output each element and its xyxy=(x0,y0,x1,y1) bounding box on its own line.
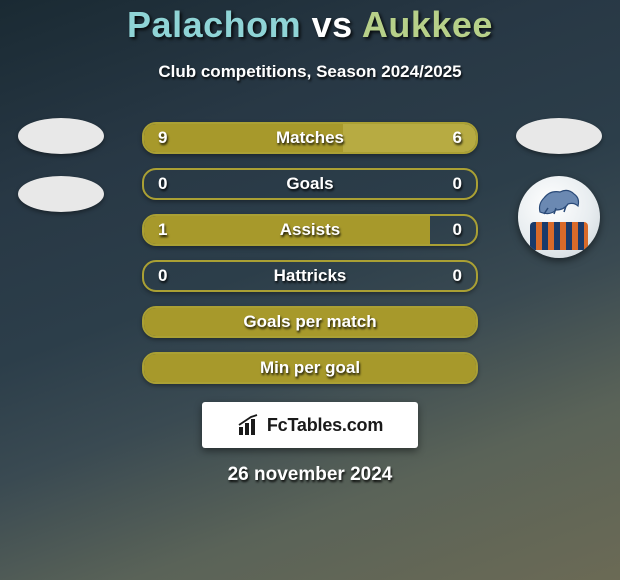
avatars-right-group xyxy=(516,118,602,258)
bar-label: Min per goal xyxy=(144,354,476,382)
subtitle: Club competitions, Season 2024/2025 xyxy=(0,62,620,82)
player-avatar-right xyxy=(516,118,602,154)
club-badge-stripes xyxy=(530,222,588,250)
watermark: FcTables.com xyxy=(202,402,418,448)
bar-label: Goals per match xyxy=(144,308,476,336)
stat-bar-hattricks: Hattricks0 0 xyxy=(142,260,478,292)
stat-bar-matches: Matches9 6 xyxy=(142,122,478,154)
content: Palachom vs Aukkee Club competitions, Se… xyxy=(0,0,620,580)
watermark-text: FcTables.com xyxy=(267,415,383,436)
title-left: Palachom xyxy=(127,4,301,45)
bar-value-right: 0 xyxy=(453,262,462,290)
stat-bar-assists: Assists1 0 xyxy=(142,214,478,246)
title-vs: vs xyxy=(312,4,353,45)
stat-bar-goals-per-match: Goals per match xyxy=(142,306,478,338)
bar-value-left: 1 xyxy=(158,216,167,244)
stat-bar-min-per-goal: Min per goal xyxy=(142,352,478,384)
bar-value-left: 0 xyxy=(158,262,167,290)
page-title: Palachom vs Aukkee xyxy=(0,0,620,46)
bar-label: Goals xyxy=(144,170,476,198)
avatars-left-group xyxy=(18,118,104,212)
club-badge-right xyxy=(518,176,600,258)
bar-value-right: 0 xyxy=(453,216,462,244)
fctables-icon xyxy=(237,413,261,437)
date: 26 november 2024 xyxy=(0,464,620,486)
stat-bar-goals: Goals0 0 xyxy=(142,168,478,200)
club-avatar-left xyxy=(18,176,104,212)
bar-label: Assists xyxy=(144,216,476,244)
bar-value-right: 0 xyxy=(453,170,462,198)
bar-label: Hattricks xyxy=(144,262,476,290)
bar-label: Matches xyxy=(144,124,476,152)
player-avatar-left xyxy=(18,118,104,154)
horse-icon xyxy=(534,186,584,220)
title-right: Aukkee xyxy=(362,4,493,45)
bar-value-left: 0 xyxy=(158,170,167,198)
bar-value-left: 9 xyxy=(158,124,167,152)
bar-value-right: 6 xyxy=(453,124,462,152)
